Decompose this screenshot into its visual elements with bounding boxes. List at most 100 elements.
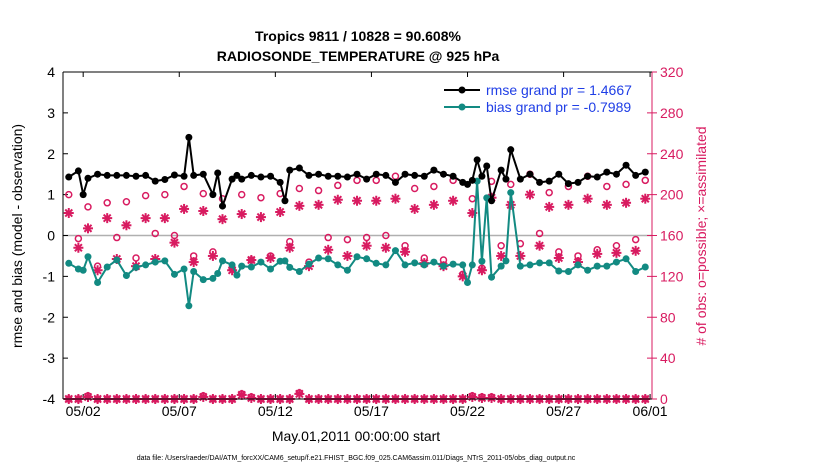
- bias-point: [343, 266, 351, 274]
- obs-possible-point: [603, 182, 611, 191]
- obs-possible-point: [622, 180, 630, 189]
- obs-assimilated-point: [361, 240, 372, 251]
- obs-possible-point: [122, 198, 131, 206]
- obs-assimilated-point: [236, 389, 247, 400]
- obs-possible-point: [353, 176, 361, 185]
- rmse-point: [593, 173, 601, 181]
- bias-point: [214, 270, 222, 278]
- obs-assimilated-point: [582, 193, 593, 204]
- obs-assimilated-point: [246, 392, 257, 403]
- obs-possible-point: [631, 235, 640, 244]
- rmse-point: [276, 178, 284, 186]
- plot-area: -4-3-2-1012340408012016020024028032005/0…: [43, 64, 684, 419]
- rmse-point: [233, 171, 241, 179]
- rmse-point: [420, 172, 428, 180]
- rmse-series-line: [68, 137, 646, 207]
- obs-possible-point: [295, 184, 304, 193]
- bias-point: [305, 260, 313, 268]
- bias-point: [151, 258, 159, 266]
- bias-point: [391, 247, 399, 255]
- rmse-point: [228, 175, 236, 183]
- bias-point: [382, 261, 390, 269]
- obs-assimilated-point: [217, 214, 228, 225]
- legend-label: rmse grand pr = 1.4667: [486, 82, 632, 98]
- rmse-point: [132, 172, 140, 180]
- bias-point: [612, 258, 620, 266]
- bias-point: [632, 267, 640, 275]
- bias-point: [113, 256, 121, 264]
- rmse-point: [564, 180, 572, 188]
- y-left-tick-label: -2: [43, 309, 56, 325]
- rmse-point: [372, 170, 380, 178]
- bias-point: [488, 273, 496, 281]
- rmse-point: [411, 171, 419, 179]
- obs-assimilated-point: [323, 244, 334, 255]
- bias-point: [593, 262, 601, 270]
- rmse-point: [267, 172, 275, 180]
- bias-point: [219, 257, 227, 265]
- bias-point: [603, 262, 611, 270]
- bias-point: [324, 255, 332, 263]
- bias-point: [334, 261, 342, 269]
- obs-assimilated-point: [102, 213, 113, 224]
- rmse-point: [315, 170, 323, 178]
- obs-possible-point: [199, 189, 208, 198]
- y-left-tick-label: 3: [47, 105, 55, 121]
- y-left-tick-label: 2: [47, 146, 55, 162]
- y-right-tick-label: 160: [660, 228, 684, 244]
- rmse-point: [478, 172, 486, 180]
- obs-possible-point: [641, 176, 650, 185]
- obs-assimilated-point: [621, 197, 632, 208]
- obs-assimilated-point: [159, 213, 170, 224]
- rmse-point: [295, 164, 303, 172]
- rmse-point: [214, 169, 222, 177]
- obs-assimilated-point: [236, 209, 247, 220]
- obs-assimilated-point: [255, 212, 266, 223]
- obs-assimilated-point: [400, 246, 411, 257]
- bias-point: [180, 265, 188, 273]
- obs-assimilated-point: [476, 392, 487, 403]
- obs-assimilated-point: [611, 247, 622, 258]
- obs-possible-point: [237, 190, 246, 199]
- bias-point: [190, 267, 198, 275]
- obs-assimilated-point: [390, 193, 401, 204]
- y-left-tick-label: -3: [43, 350, 56, 366]
- obs-possible-point: [535, 229, 544, 238]
- obs-assimilated-point: [294, 388, 305, 399]
- obs-possible-point: [257, 193, 265, 202]
- bias-point: [286, 263, 294, 271]
- rmse-point: [502, 175, 510, 183]
- obs-possible-point: [113, 233, 121, 242]
- rmse-point: [382, 171, 390, 179]
- legend-label: bias grand pr = -0.7989: [486, 99, 631, 115]
- rmse-point: [536, 178, 544, 186]
- bias-point: [401, 261, 409, 269]
- obs-assimilated-point: [352, 195, 363, 206]
- bias-point: [497, 262, 505, 270]
- x-tick-label: 05/12: [258, 403, 293, 419]
- rmse-point: [103, 171, 111, 179]
- rmse-point: [185, 133, 193, 141]
- y-right-tick-label: 280: [660, 105, 684, 121]
- rmse-point: [483, 162, 491, 170]
- bias-point: [478, 257, 486, 265]
- obs-assimilated-point: [553, 252, 564, 263]
- rmse-point: [257, 173, 265, 181]
- rmse-point: [142, 171, 150, 179]
- obs-assimilated-point: [601, 199, 612, 210]
- obs-assimilated-point: [371, 195, 382, 206]
- rmse-point: [122, 171, 130, 179]
- obs-assimilated-point: [140, 213, 151, 224]
- obs-possible-point: [334, 181, 342, 190]
- bias-point: [185, 302, 193, 310]
- bias-point: [247, 263, 255, 271]
- obs-assimilated-point: [73, 242, 84, 253]
- bias-point: [103, 263, 111, 271]
- obs-possible-point: [410, 184, 419, 193]
- y-left-tick-label: -1: [43, 268, 56, 284]
- rmse-point: [363, 175, 371, 183]
- rmse-point: [84, 174, 92, 182]
- rmse-point: [497, 166, 505, 174]
- obs-possible-point: [468, 194, 477, 203]
- rmse-point: [238, 175, 246, 183]
